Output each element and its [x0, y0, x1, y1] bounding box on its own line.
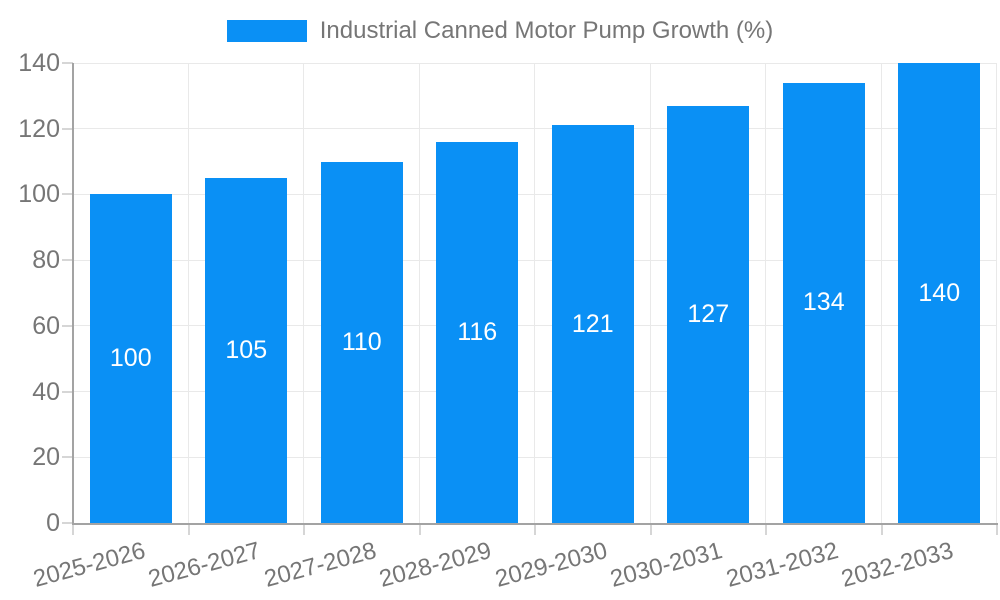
bar: 121 — [551, 125, 634, 523]
v-gridline — [765, 63, 766, 523]
y-tick-mark — [62, 193, 73, 196]
legend-label: Industrial Canned Motor Pump Growth (%) — [319, 17, 774, 44]
y-tick-label: 40 — [32, 377, 60, 406]
y-tick-mark — [62, 62, 73, 64]
v-gridline — [996, 63, 997, 523]
x-tick-mark — [303, 525, 305, 535]
x-tick-mark — [765, 525, 767, 535]
bar-value-label: 105 — [225, 336, 268, 364]
y-axis-labels: 0 20 40 60 80 100 120 140 — [0, 49, 60, 537]
h-gridline — [73, 259, 997, 261]
y-tick-mark — [62, 522, 73, 524]
bar-value-label: 100 — [109, 344, 152, 373]
y-tick-label: 60 — [32, 311, 60, 340]
x-tick-mark — [72, 525, 74, 535]
bar-value-label: 134 — [802, 288, 845, 317]
h-gridline — [73, 193, 997, 195]
bar: 105 — [205, 178, 288, 523]
x-tick-mark — [996, 525, 998, 535]
legend: Industrial Canned Motor Pump Growth (%) — [0, 16, 1000, 46]
h-gridline — [73, 62, 997, 64]
bar-value-label: 110 — [341, 327, 382, 356]
bar: 100 — [89, 194, 172, 523]
y-tick-mark — [62, 390, 73, 393]
x-tick-mark — [880, 525, 883, 535]
y-tick-label: 140 — [18, 49, 60, 77]
bar: 110 — [320, 161, 403, 523]
h-gridline — [73, 456, 997, 458]
v-gridline — [187, 63, 189, 523]
x-tick-mark — [649, 525, 652, 535]
y-tick-mark — [62, 324, 73, 327]
x-tick-mark — [418, 525, 421, 535]
bar-value-label: 116 — [457, 317, 498, 346]
h-gridline — [73, 128, 997, 130]
v-gridline — [880, 63, 882, 523]
bar: 116 — [436, 141, 519, 523]
bar-value-label: 121 — [571, 309, 614, 338]
bar: 134 — [782, 82, 865, 523]
y-tick-label: 20 — [32, 443, 60, 472]
v-gridline — [534, 63, 535, 523]
y-tick-mark — [62, 259, 73, 262]
x-axis-line — [72, 523, 998, 525]
y-axis-line — [72, 63, 74, 525]
x-axis-labels: 2025-2026 2026-2027 2027-2028 2028-2029 2029… — [30, 523, 997, 600]
bar-value-label: 140 — [918, 278, 961, 307]
bar: 127 — [667, 105, 750, 523]
y-tick-label: 120 — [18, 114, 60, 143]
x-tick-mark — [187, 525, 190, 535]
bar-value-label: 127 — [687, 299, 730, 328]
h-gridline — [73, 391, 997, 393]
y-tick-label: 80 — [32, 246, 60, 275]
y-tick-label: 100 — [18, 180, 60, 209]
x-tick-mark — [534, 525, 536, 535]
y-tick-mark — [62, 127, 73, 130]
bar: 140 — [898, 63, 981, 523]
v-gridline — [303, 63, 304, 523]
h-gridline — [73, 325, 997, 327]
plot-area: 100 105 110 116 121 127 134 140 — [62, 62, 998, 535]
v-gridline — [418, 63, 420, 523]
y-tick-label: 0 — [46, 509, 60, 537]
v-gridline — [649, 63, 651, 523]
y-tick-mark — [62, 456, 73, 459]
legend-swatch — [226, 20, 307, 42]
